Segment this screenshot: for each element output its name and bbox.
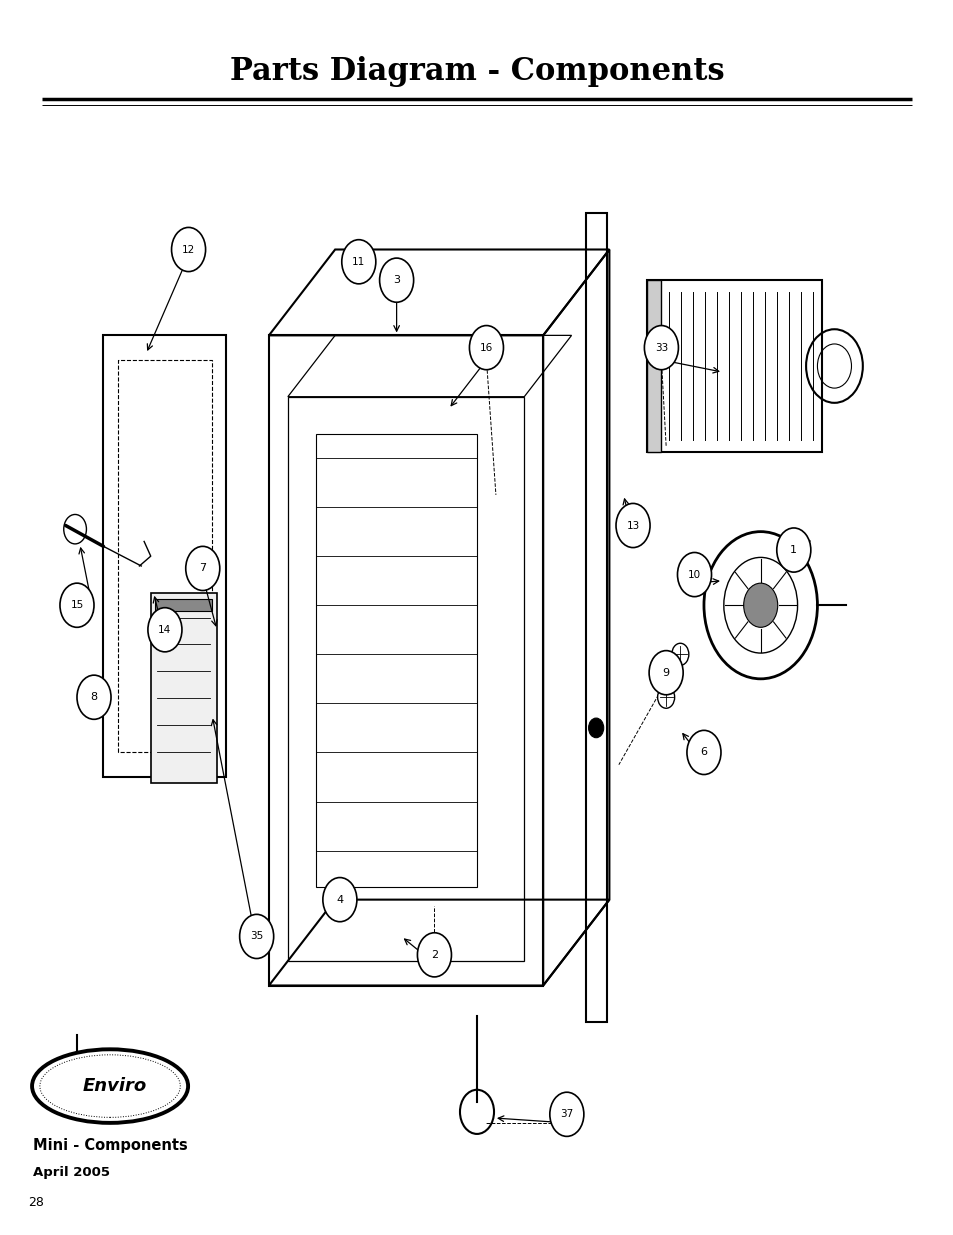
Circle shape [322,878,356,921]
Text: 14: 14 [158,625,172,635]
Circle shape [677,552,711,597]
Text: 9: 9 [662,668,669,678]
Text: 11: 11 [352,257,365,267]
Text: 1: 1 [789,545,797,555]
Circle shape [417,932,451,977]
Text: Mini - Components: Mini - Components [32,1137,187,1152]
Circle shape [60,583,94,627]
Text: 13: 13 [626,520,639,531]
Text: 37: 37 [559,1109,573,1119]
Text: 28: 28 [28,1195,44,1209]
Circle shape [549,1092,583,1136]
Circle shape [686,730,720,774]
Text: 3: 3 [393,275,399,285]
Circle shape [379,258,414,303]
Circle shape [588,718,603,737]
Text: 12: 12 [182,245,195,254]
Circle shape [77,676,111,719]
Text: Parts Diagram - Components: Parts Diagram - Components [230,56,723,88]
Circle shape [469,326,503,369]
Circle shape [743,583,777,627]
Text: 10: 10 [687,569,700,579]
Text: April 2005: April 2005 [32,1166,110,1179]
Circle shape [657,687,674,709]
Text: Enviro: Enviro [83,1077,147,1095]
Circle shape [341,240,375,284]
Text: 6: 6 [700,747,707,757]
Polygon shape [155,599,212,611]
Text: 33: 33 [654,342,667,353]
Circle shape [616,504,649,547]
Text: 8: 8 [91,693,97,703]
Circle shape [643,326,678,369]
Circle shape [671,643,688,666]
Circle shape [648,651,682,695]
Text: 2: 2 [431,950,437,960]
Circle shape [239,914,274,958]
Circle shape [172,227,206,272]
Text: 7: 7 [199,563,206,573]
Polygon shape [151,593,216,783]
Circle shape [186,546,219,590]
Text: 4: 4 [336,894,343,904]
Circle shape [148,608,182,652]
Circle shape [776,527,810,572]
Text: 35: 35 [250,931,263,941]
Text: 15: 15 [71,600,84,610]
Ellipse shape [32,1050,188,1123]
Polygon shape [646,280,660,452]
Text: 16: 16 [479,342,493,353]
